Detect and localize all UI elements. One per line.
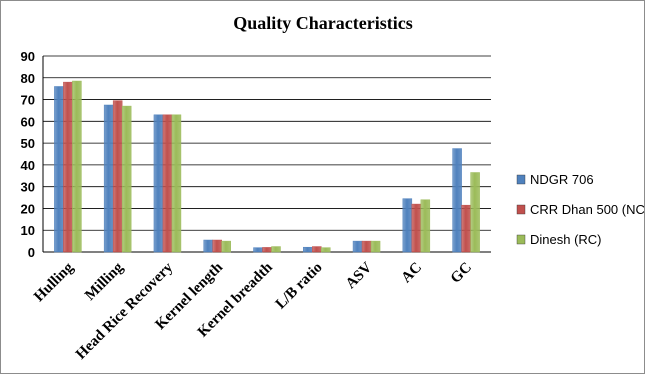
- bar-dinesh-rc--kernel-length: [221, 240, 231, 253]
- y-tick-label: 20: [21, 201, 35, 216]
- y-axis-ticks: 0 10 20 30 40 50 60 70 80 90: [21, 49, 35, 260]
- y-tick-label: 30: [21, 180, 35, 195]
- legend-label: Dinesh (RC): [530, 232, 602, 247]
- chart-title: Quality Characteristics: [233, 13, 412, 33]
- bars: [54, 80, 480, 253]
- x-tick-label: AC: [399, 260, 426, 287]
- legend-swatch: [516, 174, 526, 185]
- y-tick-label: 70: [21, 93, 35, 108]
- x-tick-label: Milling: [82, 259, 127, 304]
- y-tick-label: 40: [21, 158, 35, 173]
- legend: NDGR 706 CRR Dhan 500 (NC Dinesh (RC): [516, 172, 644, 247]
- bar-ndgr-706-kernel-breadth: [253, 247, 263, 253]
- bar-dinesh-rc--l-b-ratio: [321, 247, 331, 253]
- bar-ndgr-706-l-b-ratio: [303, 246, 313, 253]
- bar-dinesh-rc--head-rice-recovery: [171, 114, 182, 253]
- bar-crr-dhan-500-nc-asv: [361, 240, 372, 253]
- bar-crr-dhan-500-nc-gc: [461, 204, 471, 253]
- bar-ndgr-706-hulling: [54, 86, 64, 253]
- bar-dinesh-rc--gc: [470, 172, 480, 253]
- bar-crr-dhan-500-nc-milling: [112, 100, 123, 253]
- bar-ndgr-706-asv: [352, 240, 363, 253]
- bar-crr-dhan-500-nc-hulling: [63, 81, 73, 253]
- legend-swatch: [516, 204, 526, 215]
- x-tick-label: GC: [448, 260, 475, 287]
- bar-crr-dhan-500-nc-head-rice-recovery: [162, 114, 173, 253]
- bar-dinesh-rc--ac: [420, 199, 431, 253]
- bar-crr-dhan-500-nc-kernel-breadth: [262, 247, 272, 253]
- y-tick-label: 80: [21, 71, 35, 86]
- bar-crr-dhan-500-nc-ac: [411, 203, 422, 253]
- bar-ndgr-706-ac: [402, 198, 413, 253]
- bar-dinesh-rc--kernel-breadth: [271, 246, 281, 253]
- bar-dinesh-rc--asv: [370, 240, 381, 253]
- bar-ndgr-706-gc: [452, 148, 462, 253]
- bar-crr-dhan-500-nc-l-b-ratio: [312, 246, 322, 253]
- x-tick-label: Hulling: [31, 259, 77, 305]
- bar-dinesh-rc--hulling: [72, 80, 82, 253]
- y-tick-label: 60: [21, 114, 35, 129]
- y-tick-label: 90: [21, 49, 35, 64]
- legend-label: NDGR 706: [530, 172, 594, 187]
- bar-ndgr-706-head-rice-recovery: [153, 114, 164, 253]
- bar-ndgr-706-kernel-length: [203, 239, 213, 253]
- y-tick-label: 0: [28, 245, 35, 260]
- bar-dinesh-rc--milling: [121, 105, 132, 253]
- y-tick-label: 10: [21, 223, 35, 238]
- legend-label: CRR Dhan 500 (NC: [530, 202, 644, 217]
- x-tick-label: Head Rice Recovery: [73, 259, 177, 363]
- x-tick-label: L/B ratio: [273, 260, 326, 313]
- x-tick-label: ASV: [343, 259, 376, 292]
- bar-ndgr-706-milling: [103, 104, 114, 253]
- y-tick-label: 50: [21, 136, 35, 151]
- legend-swatch: [516, 234, 526, 245]
- bar-crr-dhan-500-nc-kernel-length: [212, 239, 222, 253]
